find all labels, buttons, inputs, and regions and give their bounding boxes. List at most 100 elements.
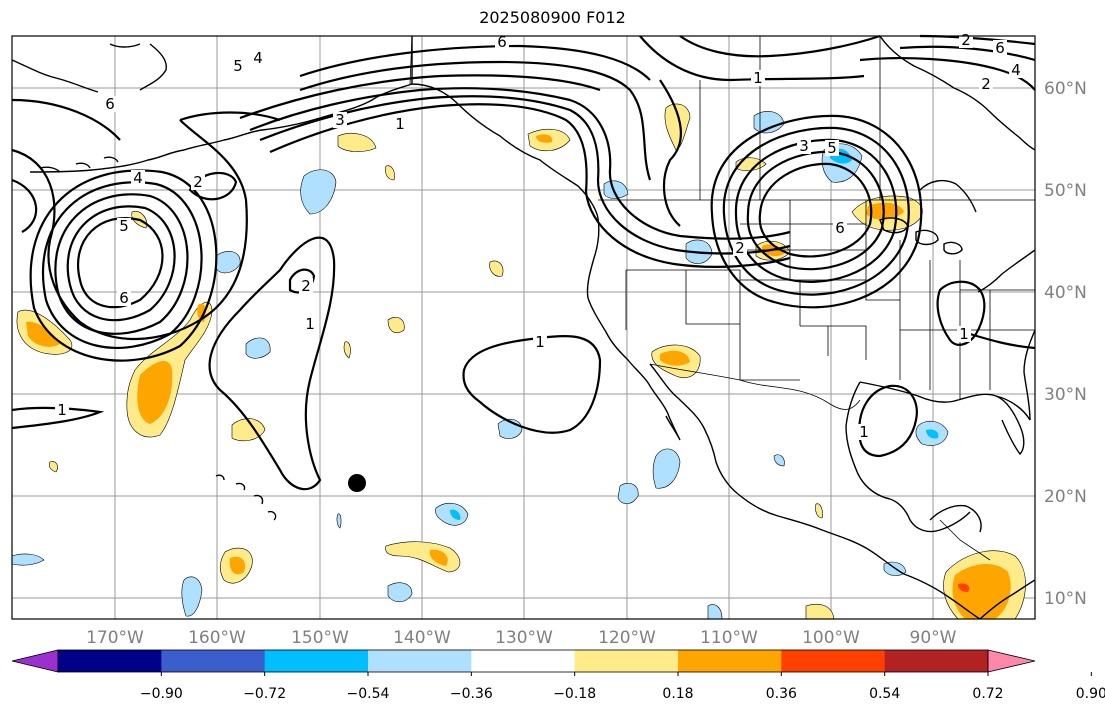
colorbar-tick-label: 0.36 — [766, 686, 797, 702]
contour-label: 4 — [133, 169, 143, 187]
shade-region — [300, 169, 337, 215]
contour-label-bg — [231, 58, 245, 74]
latitude-labels: 60°N 50°N 40°N 30°N 20°N 10°N — [1044, 79, 1087, 609]
contour-label: 5 — [119, 217, 129, 235]
contour-label-bg — [993, 40, 1007, 56]
contour-label-bg — [1009, 62, 1023, 78]
contour-label: 3 — [799, 137, 809, 155]
lon-tick-label: 120°W — [598, 628, 656, 648]
colorbar-segment — [58, 650, 162, 672]
lon-tick-label: 150°W — [291, 628, 349, 648]
shade-region — [952, 564, 1011, 619]
contour-label: 2 — [981, 75, 991, 93]
shade-region — [664, 103, 691, 151]
contour-label-bg — [495, 34, 509, 50]
colorbar-extend-low — [11, 649, 59, 673]
contour-label: 3 — [335, 111, 345, 129]
contour-label: 6 — [497, 33, 507, 51]
colorbar-segment — [574, 650, 679, 672]
contour-label-bg — [251, 50, 265, 66]
contour-label: 4 — [1011, 61, 1021, 79]
shade-region — [215, 251, 241, 274]
shade-region — [231, 418, 266, 442]
contour-label: 1 — [57, 401, 67, 419]
colorbar-tick-label: −0.18 — [553, 686, 596, 702]
contour-label: 6 — [119, 289, 129, 307]
colorbar-segment — [781, 650, 886, 672]
contour-label: 1 — [395, 115, 405, 133]
contour-label-bg — [857, 424, 871, 440]
contour-label-bg — [797, 138, 811, 154]
shade-region — [660, 350, 690, 366]
lat-tick-label: 20°N — [1044, 487, 1087, 507]
colorbar-segment — [471, 650, 576, 672]
shade-region — [617, 483, 639, 505]
lat-tick-label: 30°N — [1044, 385, 1087, 405]
shade-region — [11, 553, 45, 566]
contour-label-bg — [117, 290, 131, 306]
shade-region — [337, 133, 377, 152]
contour-label: 1 — [535, 333, 545, 351]
contour-label: 5 — [233, 57, 243, 75]
colorbar-extend-high — [987, 649, 1036, 673]
shade-region — [815, 503, 823, 519]
colorbar-tick-label: −0.72 — [243, 686, 286, 702]
lon-tick-label: 160°W — [188, 628, 246, 648]
colorbar-tick-label: −0.36 — [450, 686, 493, 702]
shade-region — [753, 111, 785, 134]
shade-region — [343, 341, 351, 359]
colorbar-tick-label: 0.72 — [972, 686, 1003, 702]
contour-label: 6 — [105, 95, 115, 113]
contour-label: 4 — [253, 49, 263, 67]
contour-label: 6 — [835, 219, 845, 237]
contour-label: 6 — [995, 39, 1005, 57]
contour-label-bg — [957, 326, 971, 342]
shade-region — [429, 549, 448, 566]
location-marker — [348, 474, 366, 492]
colorbar: −0.90 −0.72 −0.54 −0.36 −0.18 0.18 0.36 0.54 0.7… — [11, 649, 1105, 702]
shade-region — [48, 461, 58, 473]
shade-region — [652, 448, 681, 489]
lon-tick-label: 170°W — [86, 628, 144, 648]
contour-label-bg — [833, 220, 847, 236]
shade-region — [926, 429, 939, 439]
colorbar-segment — [368, 650, 472, 672]
contour-label: 2 — [193, 173, 203, 191]
colorbar-tick-label: −0.54 — [347, 686, 390, 702]
colorbar-tick-label: 0.54 — [869, 686, 900, 702]
coastlines — [11, 35, 1036, 620]
contour-label-bg — [393, 116, 407, 132]
lat-tick-label: 60°N — [1044, 79, 1087, 99]
shade-region — [387, 317, 405, 333]
colorbar-outline — [57, 649, 989, 673]
contour-label-bg — [299, 278, 313, 294]
contour-label-bg — [751, 70, 765, 86]
shade-region — [336, 513, 342, 529]
contour-label-bg — [979, 76, 993, 92]
graticule — [12, 36, 1035, 619]
contour-label-bg — [103, 96, 117, 112]
contour-label-bg — [191, 174, 205, 190]
contour-label: 1 — [753, 69, 763, 87]
contour-label-bg — [131, 170, 145, 186]
shade-region — [181, 576, 203, 617]
contour-label-bg — [303, 316, 317, 332]
colorbar-tick-label: 0.90 — [1076, 686, 1105, 702]
lon-tick-label: 90°W — [910, 628, 957, 648]
colorbar-segment — [678, 650, 782, 672]
shade-region — [450, 509, 461, 520]
colorbar-segment — [264, 650, 369, 672]
shade-region — [489, 260, 504, 277]
colorbar-segment — [884, 650, 989, 672]
shade-region — [385, 165, 395, 181]
shade-region — [245, 337, 271, 359]
colorbar-tick-label: −0.90 — [140, 686, 183, 702]
contour-label: 2 — [735, 239, 745, 257]
contour-label-bg — [533, 334, 547, 350]
contour-label-bg — [733, 240, 747, 256]
shade-region — [26, 321, 60, 347]
contour-label: 5 — [827, 139, 837, 157]
colorbar-segment — [161, 650, 266, 672]
